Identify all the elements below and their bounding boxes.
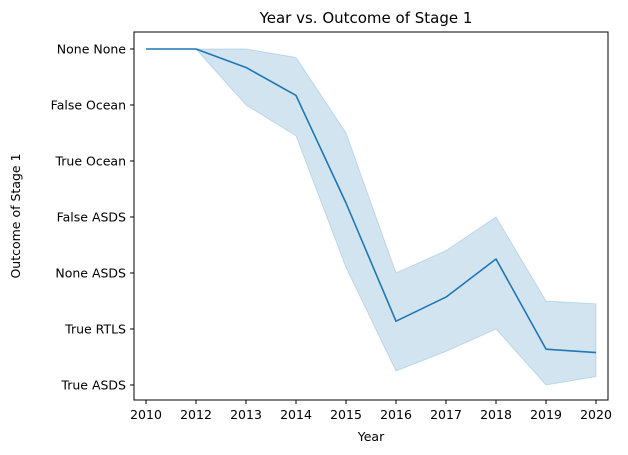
y-tick-label: False Ocean [51, 98, 126, 113]
series-line [146, 48, 597, 354]
x-tick-label: 2019 [530, 407, 562, 422]
x-tick-label: 2013 [230, 407, 262, 422]
plot-frame [133, 31, 609, 401]
y-tick-label: True ASDS [60, 378, 126, 393]
y-tick-label: True RTLS [64, 322, 126, 337]
x-tick-label: 2015 [330, 407, 362, 422]
y-tick-label: False ASDS [57, 210, 126, 225]
x-axis-label: Year [357, 429, 385, 444]
x-tick-label: 2014 [280, 407, 312, 422]
x-axis: 2010 2012 2013 2014 2015 2016 2017 2018 2019 2020 [130, 400, 612, 422]
y-axis: None None False Ocean True Ocean False ASDS… [51, 42, 134, 393]
y-tick-label: True Ocean [54, 154, 126, 169]
x-tick-label: 2012 [180, 407, 212, 422]
x-tick-label: 2016 [380, 407, 412, 422]
y-axis-label: Outcome of Stage 1 [8, 153, 23, 278]
confidence-band [146, 48, 597, 386]
y-tick-label: None None [57, 42, 127, 57]
chart-title: Year vs. Outcome of Stage 1 [259, 9, 473, 27]
plot-area [146, 48, 597, 386]
x-tick-label: 2010 [130, 407, 162, 422]
x-tick-label: 2017 [430, 407, 462, 422]
y-tick-label: None ASDS [55, 266, 126, 281]
x-tick-label: 2018 [480, 407, 512, 422]
x-tick-label: 2020 [580, 407, 612, 422]
